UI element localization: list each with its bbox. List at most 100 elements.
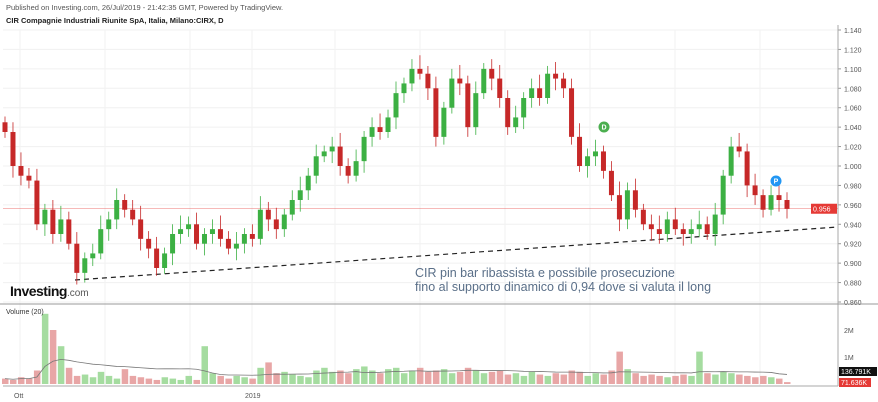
volume-bar (408, 370, 416, 384)
candle-body (82, 258, 88, 273)
volume-bar (361, 366, 368, 384)
x-tick-label: 2019 (245, 393, 261, 400)
volume-bar (480, 373, 488, 384)
y-tick-label: 1.120 (844, 47, 862, 54)
candle-body (18, 166, 24, 176)
volume-bar (528, 371, 536, 384)
candle-body (784, 200, 790, 209)
volume-bar (353, 369, 360, 384)
volume-bar (776, 378, 783, 384)
volume-bar (345, 373, 352, 384)
volume-bar (113, 378, 121, 384)
y-tick-label: 1.100 (844, 67, 862, 74)
volume-bar (504, 374, 512, 384)
candle-body (209, 229, 215, 234)
volume-bar (385, 369, 392, 384)
candle-body (481, 68, 487, 94)
volume-bar (289, 374, 296, 384)
candle-body (178, 229, 184, 234)
volume-bar (688, 375, 695, 384)
candle-body (201, 234, 207, 244)
volume-bar (81, 374, 89, 384)
volume-bar (369, 370, 376, 384)
candle-body (297, 190, 303, 200)
volume-tick-label: 1M (844, 355, 854, 362)
volume-bar (201, 346, 208, 384)
volume-bar (25, 378, 33, 384)
candle-body (505, 98, 511, 128)
candle-body (704, 224, 710, 234)
candle-body (2, 122, 8, 132)
candle-body (361, 136, 367, 162)
volume-tick-label: 2M (844, 328, 854, 335)
candle-body (313, 156, 319, 176)
candle-body (561, 78, 567, 89)
volume-bar (472, 370, 480, 384)
volume-bar (488, 371, 496, 384)
candle-body (249, 234, 255, 239)
y-tick-label: 0.980 (844, 183, 862, 190)
candle-body (58, 219, 64, 234)
candle-body (473, 93, 479, 128)
candle-body (680, 229, 686, 234)
candle-body (656, 229, 662, 234)
volume-bar (512, 373, 520, 384)
candle-body (712, 214, 718, 234)
candle-body (345, 166, 351, 176)
candle-body (337, 146, 343, 166)
volume-bar (584, 375, 592, 384)
candle-body (648, 224, 654, 230)
volume-last-label: 71.636K (841, 380, 867, 387)
y-tick-label: 1.020 (844, 145, 862, 152)
volume-bar (65, 367, 73, 384)
candle-body (521, 98, 527, 118)
volume-bar (225, 378, 232, 384)
volume-bar (464, 367, 472, 384)
y-tick-label: 0.880 (844, 281, 862, 288)
volume-bar (41, 313, 49, 384)
y-tick-label: 0.960 (844, 203, 862, 210)
chart-annotation: CIR pin bar ribassista e possibile prose… (415, 266, 712, 294)
volume-bar (169, 378, 177, 384)
published-note: Published on Investing.com, 26/Jul/2019 … (6, 3, 284, 12)
candle-body (241, 234, 247, 244)
volume-bar (416, 367, 424, 384)
volume-last-badge (839, 378, 871, 387)
candle-body (664, 219, 670, 234)
candle-body (162, 253, 168, 268)
volume-bar (185, 375, 193, 384)
candle-body (289, 200, 295, 215)
candle-body (728, 146, 734, 176)
volume-bar (648, 374, 655, 384)
candle-body (489, 68, 495, 79)
volume-bar (632, 373, 639, 384)
volume-ma-line (4, 358, 788, 380)
candle-body (130, 209, 136, 220)
candle-body (736, 146, 742, 152)
candle-body (760, 195, 766, 210)
candle-body (688, 229, 694, 234)
candle-body (74, 243, 80, 273)
candle-body (513, 117, 519, 128)
volume-bar (241, 377, 248, 384)
candle-body (122, 200, 128, 210)
candle-body (369, 127, 375, 137)
volume-bar (560, 374, 568, 384)
volume-ma-label: 136.791K (841, 369, 871, 376)
y-tick-label: 1.140 (844, 28, 862, 35)
volume-bar (760, 375, 767, 384)
volume-bar (704, 373, 711, 384)
candle-body (640, 209, 646, 225)
volume-bar (456, 371, 464, 384)
candle-body (409, 68, 415, 84)
candle-body (425, 73, 431, 89)
volume-bar (177, 379, 185, 384)
candle-body (401, 83, 407, 94)
candle-body (10, 132, 16, 166)
volume-bar (121, 369, 129, 384)
x-tick-label: Ott (14, 393, 23, 400)
candle-body (672, 219, 678, 230)
candle-body (50, 209, 56, 234)
candle-body (449, 78, 455, 108)
